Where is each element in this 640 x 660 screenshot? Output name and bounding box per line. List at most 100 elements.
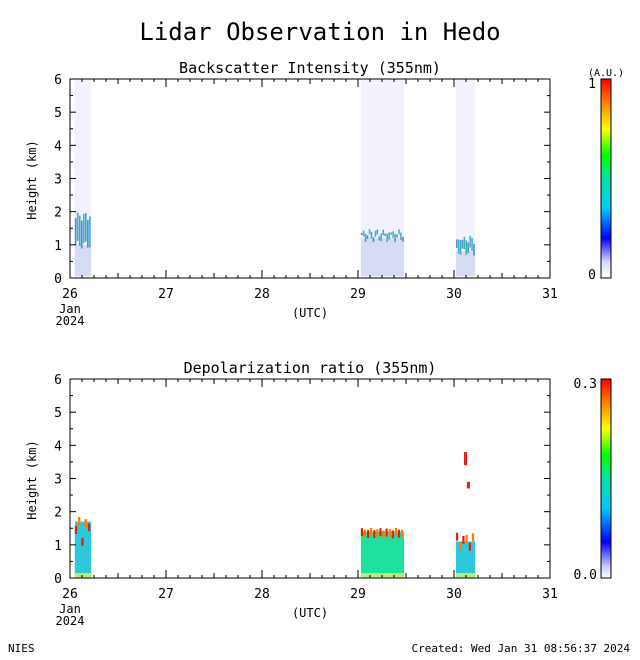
backscatter-plot-area bbox=[74, 79, 476, 278]
backscatter-cloud-cell bbox=[459, 240, 462, 255]
backscatter-ylabel: Height (km) bbox=[25, 140, 39, 219]
backscatter-period-boundary-layer bbox=[74, 244, 92, 276]
depol-xlabel: (UTC) bbox=[292, 606, 328, 620]
depol-frame bbox=[69, 378, 551, 579]
depol-high-cell bbox=[462, 535, 465, 544]
depol-ticks: 0 1 2 3 4 5 6 26 27 28 29 30 31 bbox=[54, 373, 558, 602]
backscatter-cloud-cell bbox=[402, 236, 404, 242]
backscatter-cloud-cell bbox=[74, 218, 77, 245]
backscatter-cloud-cell bbox=[372, 237, 375, 243]
backscatter-ytick-label: 3 bbox=[54, 173, 62, 188]
backscatter-cloud-cell bbox=[386, 233, 388, 242]
backscatter-cloud-cell bbox=[374, 230, 377, 237]
depol-high-cell bbox=[376, 529, 379, 538]
backscatter-cloud-cell bbox=[370, 231, 373, 239]
backscatter-cloud-cell bbox=[400, 232, 402, 240]
depol-high-cell bbox=[81, 537, 84, 546]
backscatter-cloud-cell bbox=[366, 235, 369, 239]
backscatter-colorbar-max: 1 bbox=[588, 77, 596, 92]
backscatter-colorbar-min: 0 bbox=[588, 268, 596, 283]
backscatter-cloud-cell bbox=[461, 239, 464, 249]
backscatter-cloud-cell bbox=[380, 233, 383, 242]
depol-high-cell bbox=[400, 529, 404, 538]
backscatter-cloud-cell bbox=[465, 240, 468, 255]
depol-upper-feature bbox=[464, 451, 468, 466]
depol-period-layer bbox=[74, 521, 92, 578]
backscatter-ytick-label: 2 bbox=[54, 206, 62, 221]
depol-high-cell bbox=[394, 528, 397, 536]
backscatter-xtick-label: 31 bbox=[542, 287, 558, 302]
backscatter-cloud-cell bbox=[87, 219, 89, 248]
depol-ytick-label: 2 bbox=[54, 506, 62, 521]
depol-xtick-label: 29 bbox=[350, 587, 366, 602]
backscatter-xtick-label: 29 bbox=[350, 287, 366, 302]
depol-high-cell bbox=[391, 530, 394, 539]
depol-high-cell bbox=[367, 530, 370, 539]
backscatter-cloud-cell bbox=[455, 239, 458, 248]
depol-high-cell bbox=[370, 527, 373, 536]
backscatter-ticks: 0 1 2 3 4 5 6 26 27 28 29 30 31 bbox=[54, 73, 558, 302]
backscatter-cloud-cell bbox=[396, 234, 398, 238]
backscatter-xtick-label: 26 bbox=[62, 287, 78, 302]
depol-colorbar-max: 0.3 bbox=[574, 377, 597, 392]
backscatter-period-boundary-layer bbox=[360, 238, 405, 276]
backscatter-cloud-cell bbox=[382, 229, 385, 236]
backscatter-cloud-cell bbox=[360, 232, 363, 235]
backscatter-cloud-cell bbox=[467, 242, 469, 253]
backscatter-cloud-cell bbox=[392, 231, 394, 238]
depol-title: Depolarization ratio (355nm) bbox=[184, 359, 437, 377]
backscatter-cloud-cell bbox=[394, 233, 396, 243]
backscatter-cloud-cell bbox=[398, 229, 400, 235]
backscatter-cloud-cell bbox=[463, 236, 466, 250]
backscatter-colorbar bbox=[600, 78, 612, 279]
backscatter-cloud-cell bbox=[78, 215, 81, 246]
depol-high-cell bbox=[379, 528, 382, 537]
depol-x-sub-month: Jan bbox=[59, 602, 81, 616]
backscatter-cloud-cell bbox=[384, 233, 387, 236]
figure-title: Lidar Observation in Hedo bbox=[139, 18, 500, 46]
backscatter-x-sub-month: Jan bbox=[59, 302, 81, 316]
backscatter-ytick-label: 5 bbox=[54, 106, 62, 121]
backscatter-title: Backscatter Intensity (355nm) bbox=[179, 59, 441, 77]
backscatter-xtick-label: 28 bbox=[254, 287, 270, 302]
backscatter-cloud-cell bbox=[85, 213, 87, 242]
depol-ytick-label: 4 bbox=[54, 439, 62, 454]
backscatter-cloud-cell bbox=[390, 232, 392, 235]
depol-ytick-label: 5 bbox=[54, 406, 62, 421]
depol-high-cell bbox=[382, 530, 385, 539]
depol-period-layer bbox=[455, 541, 476, 578]
depol-high-cell bbox=[465, 534, 468, 543]
backscatter-ytick-label: 0 bbox=[54, 272, 62, 287]
depol-high-cell bbox=[385, 528, 388, 537]
backscatter-cloud-cell bbox=[471, 237, 473, 252]
depol-high-cell bbox=[363, 529, 367, 538]
backscatter-period-haze bbox=[455, 79, 476, 278]
depol-high-cell bbox=[78, 517, 81, 525]
backscatter-ytick-label: 4 bbox=[54, 139, 62, 154]
footer-created: Created: Wed Jan 31 08:56:37 2024 bbox=[411, 642, 630, 655]
backscatter-cloud-cell bbox=[469, 235, 471, 248]
depol-period-ground bbox=[74, 573, 92, 578]
depol-ylabel: Height (km) bbox=[25, 440, 39, 519]
depol-high-cell bbox=[397, 529, 401, 538]
backscatter-cloud-cell bbox=[368, 229, 371, 235]
depol-high-cell bbox=[74, 525, 78, 534]
depol-xtick-label: 30 bbox=[446, 587, 462, 602]
backscatter-cloud-cell bbox=[82, 213, 85, 243]
depol-xtick-label: 26 bbox=[62, 587, 78, 602]
backscatter-cloud-cell bbox=[376, 229, 379, 235]
depol-ytick-label: 1 bbox=[54, 539, 62, 554]
backscatter-ytick-label: 1 bbox=[54, 239, 62, 254]
depol-xtick-label: 27 bbox=[158, 587, 174, 602]
backscatter-cloud-cell bbox=[388, 232, 390, 240]
backscatter-cloud-cell bbox=[80, 220, 83, 249]
depol-upper-feature bbox=[466, 481, 470, 489]
depol-xtick-label: 31 bbox=[542, 587, 558, 602]
depol-x-sub-year: 2024 bbox=[56, 614, 85, 628]
backscatter-frame bbox=[69, 78, 551, 279]
backscatter-ytick-label: 6 bbox=[54, 73, 62, 88]
depol-high-cell bbox=[459, 542, 462, 551]
backscatter-cloud-cell bbox=[89, 216, 91, 248]
backscatter-x-sub-year: 2024 bbox=[56, 314, 85, 328]
depol-high-cell bbox=[84, 519, 87, 527]
